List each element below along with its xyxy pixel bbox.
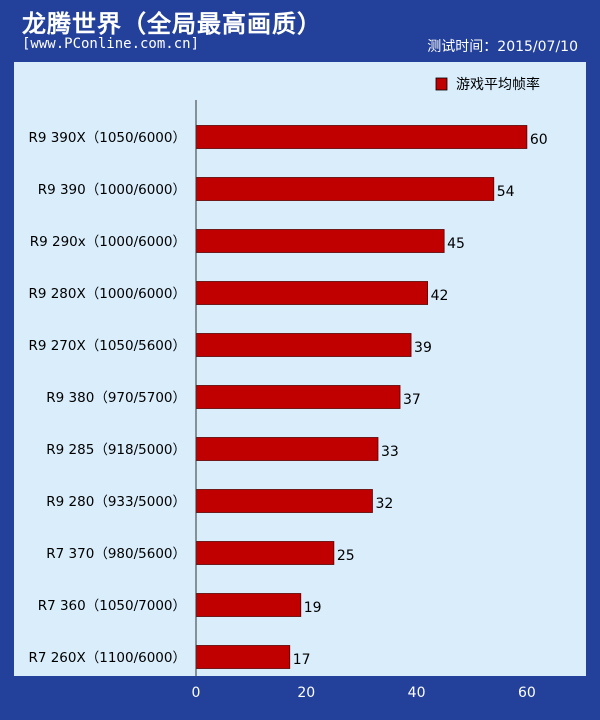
category-label: R9 280（933/5000） <box>46 494 186 510</box>
data-label: 17 <box>293 652 311 668</box>
data-label: 60 <box>530 132 548 148</box>
category-label: R9 380（970/5700） <box>46 390 186 406</box>
bar <box>195 645 291 669</box>
bar <box>195 125 528 149</box>
bar <box>195 437 379 461</box>
data-label: 32 <box>375 496 393 512</box>
category-label: R9 390（1000/6000） <box>38 182 186 198</box>
bar <box>195 281 429 305</box>
bar <box>195 593 302 617</box>
legend-swatch <box>435 77 448 91</box>
test-date: 测试时间：2015/07/10 <box>427 39 578 55</box>
data-label: 39 <box>414 340 432 356</box>
data-label: 25 <box>337 548 355 564</box>
data-label: 42 <box>431 288 449 304</box>
bar <box>195 177 495 201</box>
category-label: R9 390X（1050/6000） <box>28 130 186 146</box>
data-label: 33 <box>381 444 399 460</box>
category-label: R9 290x（1000/6000） <box>30 234 186 250</box>
bar <box>195 489 373 513</box>
category-label: R7 260X（1100/6000） <box>28 650 186 666</box>
site-url: [www.PConline.com.cn] <box>22 36 200 52</box>
legend-label: 游戏平均帧率 <box>456 76 540 93</box>
bar <box>195 541 335 565</box>
data-label: 45 <box>447 236 465 252</box>
bar <box>195 385 401 409</box>
data-label: 19 <box>304 600 322 616</box>
data-label: 54 <box>497 184 515 200</box>
x-tick-label: 60 <box>518 685 536 701</box>
x-tick-label: 40 <box>408 685 426 701</box>
data-label: 37 <box>403 392 421 408</box>
category-label: R9 285（918/5000） <box>46 442 186 458</box>
bar <box>195 229 445 253</box>
category-label: R9 280X（1000/6000） <box>28 286 186 302</box>
chart-title: 龙腾世界（全局最高画质） <box>22 10 322 38</box>
category-label: R9 270X（1050/5600） <box>28 338 186 354</box>
x-tick-label: 0 <box>192 685 201 701</box>
category-label: R7 360（1050/7000） <box>38 598 186 614</box>
x-tick-label: 20 <box>297 685 315 701</box>
category-label: R7 370（980/5600） <box>46 546 186 562</box>
plot-area <box>14 62 586 676</box>
bar <box>195 333 412 357</box>
